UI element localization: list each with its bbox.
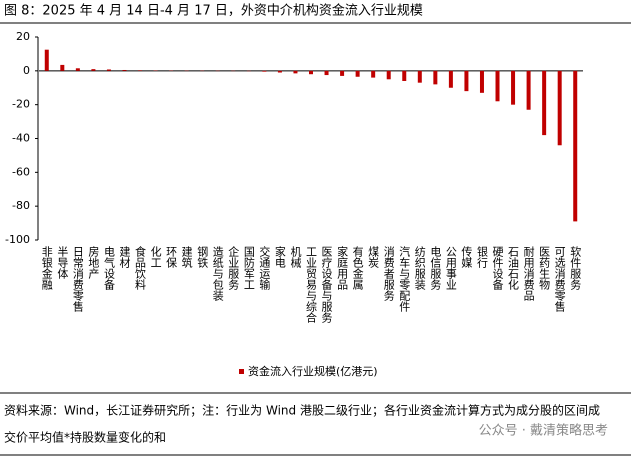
- x-tick-label: 造纸与包装: [211, 245, 224, 302]
- bar: [340, 70, 345, 76]
- x-tick-label: 传媒: [460, 246, 473, 269]
- x-tick-label: 非银金融: [40, 246, 53, 291]
- x-tick-label: 半导体: [56, 245, 69, 279]
- x-tick-label: 国防军工: [242, 246, 255, 290]
- x-tick-label: 工业贸易与综合: [305, 246, 318, 323]
- x-tick-label: 钢铁: [196, 246, 209, 268]
- bar: [262, 70, 267, 72]
- bar: [479, 70, 484, 93]
- x-tick-label: 耐用消费品: [522, 246, 535, 301]
- bar: [402, 70, 407, 81]
- bar: [573, 70, 578, 222]
- legend-swatch: [239, 369, 244, 374]
- x-tick-label: 建筑: [180, 245, 193, 268]
- bar: [44, 49, 49, 71]
- bar: [557, 70, 562, 146]
- x-tick-label: 日常消费零售: [71, 246, 84, 313]
- y-tick-label: -40: [12, 132, 30, 145]
- x-tick-label: 电气设备: [102, 246, 115, 291]
- bar: [75, 68, 80, 71]
- x-tick-label: 化工: [149, 245, 162, 268]
- bar: [433, 70, 438, 85]
- x-tick-label: 机械: [289, 245, 302, 269]
- bar: [309, 70, 313, 75]
- bar: [122, 69, 127, 71]
- bar: [511, 70, 516, 105]
- x-tick-label: 医药生物: [538, 246, 551, 290]
- bar: [324, 70, 329, 76]
- bar: [138, 70, 143, 71]
- x-tick-label: 家电: [273, 245, 286, 268]
- bar: [464, 70, 469, 92]
- chart-title: 图 8：2025 年 4 月 14 日-4 月 17 日，外资中介机构资金流入行…: [4, 3, 423, 19]
- bar: [106, 69, 111, 71]
- x-tick-label: 电信服务: [429, 246, 442, 290]
- x-tick-label: 石油石化: [507, 246, 520, 291]
- bar: [386, 70, 391, 80]
- watermark: 公众号 · 戴清策略思考: [479, 423, 608, 439]
- x-tick-label: 建材: [118, 245, 131, 268]
- x-tick-label: 纺织服装: [413, 245, 426, 291]
- x-tick-label: 可选消费零售: [553, 246, 566, 313]
- y-tick-label: -80: [12, 199, 30, 212]
- x-tick-label: 煤炭: [367, 246, 380, 269]
- source-note: 交价平均值*持股数量变化的和: [4, 430, 166, 445]
- bar: [355, 70, 360, 77]
- bar: [417, 70, 422, 83]
- y-tick-label: -60: [12, 165, 30, 178]
- bar: [277, 70, 282, 73]
- bar: [542, 70, 547, 136]
- x-tick-label: 有色金属: [351, 245, 364, 291]
- y-tick-label: 0: [23, 64, 30, 77]
- bar: [495, 70, 500, 102]
- bar: [60, 64, 65, 71]
- x-tick-label: 汽车与零配件: [398, 245, 411, 313]
- x-tick-label: 硬件设备: [491, 246, 504, 291]
- x-tick-label: 消费者服务: [382, 245, 395, 301]
- bar: [448, 70, 453, 88]
- bar: [293, 70, 298, 74]
- y-tick-label: -100: [5, 233, 30, 246]
- x-tick-label: 医疗设备与服务: [320, 246, 333, 323]
- x-tick-label: 食品饮料: [134, 245, 147, 291]
- legend-label: 资金流入行业规模(亿港元): [248, 364, 378, 378]
- bar: [91, 69, 96, 71]
- y-tick-label: 20: [16, 30, 30, 43]
- x-tick-label: 环保: [165, 246, 178, 269]
- x-tick-label: 企业服务: [227, 245, 240, 290]
- x-tick-label: 公用事业: [444, 246, 457, 290]
- bar: [526, 70, 531, 110]
- source-note: 资料来源：Wind，长江证券研究所；注：行业为 Wind 港股二级行业；各行业资…: [4, 403, 600, 418]
- x-tick-label: 交通运输: [258, 245, 271, 291]
- x-tick-label: 房地产: [87, 246, 100, 280]
- x-tick-label: 软件服务: [569, 245, 582, 290]
- bar: [371, 70, 376, 78]
- x-tick-label: 银行: [475, 245, 488, 269]
- y-tick-label: -20: [12, 98, 30, 111]
- x-tick-label: 家庭用品: [336, 245, 349, 290]
